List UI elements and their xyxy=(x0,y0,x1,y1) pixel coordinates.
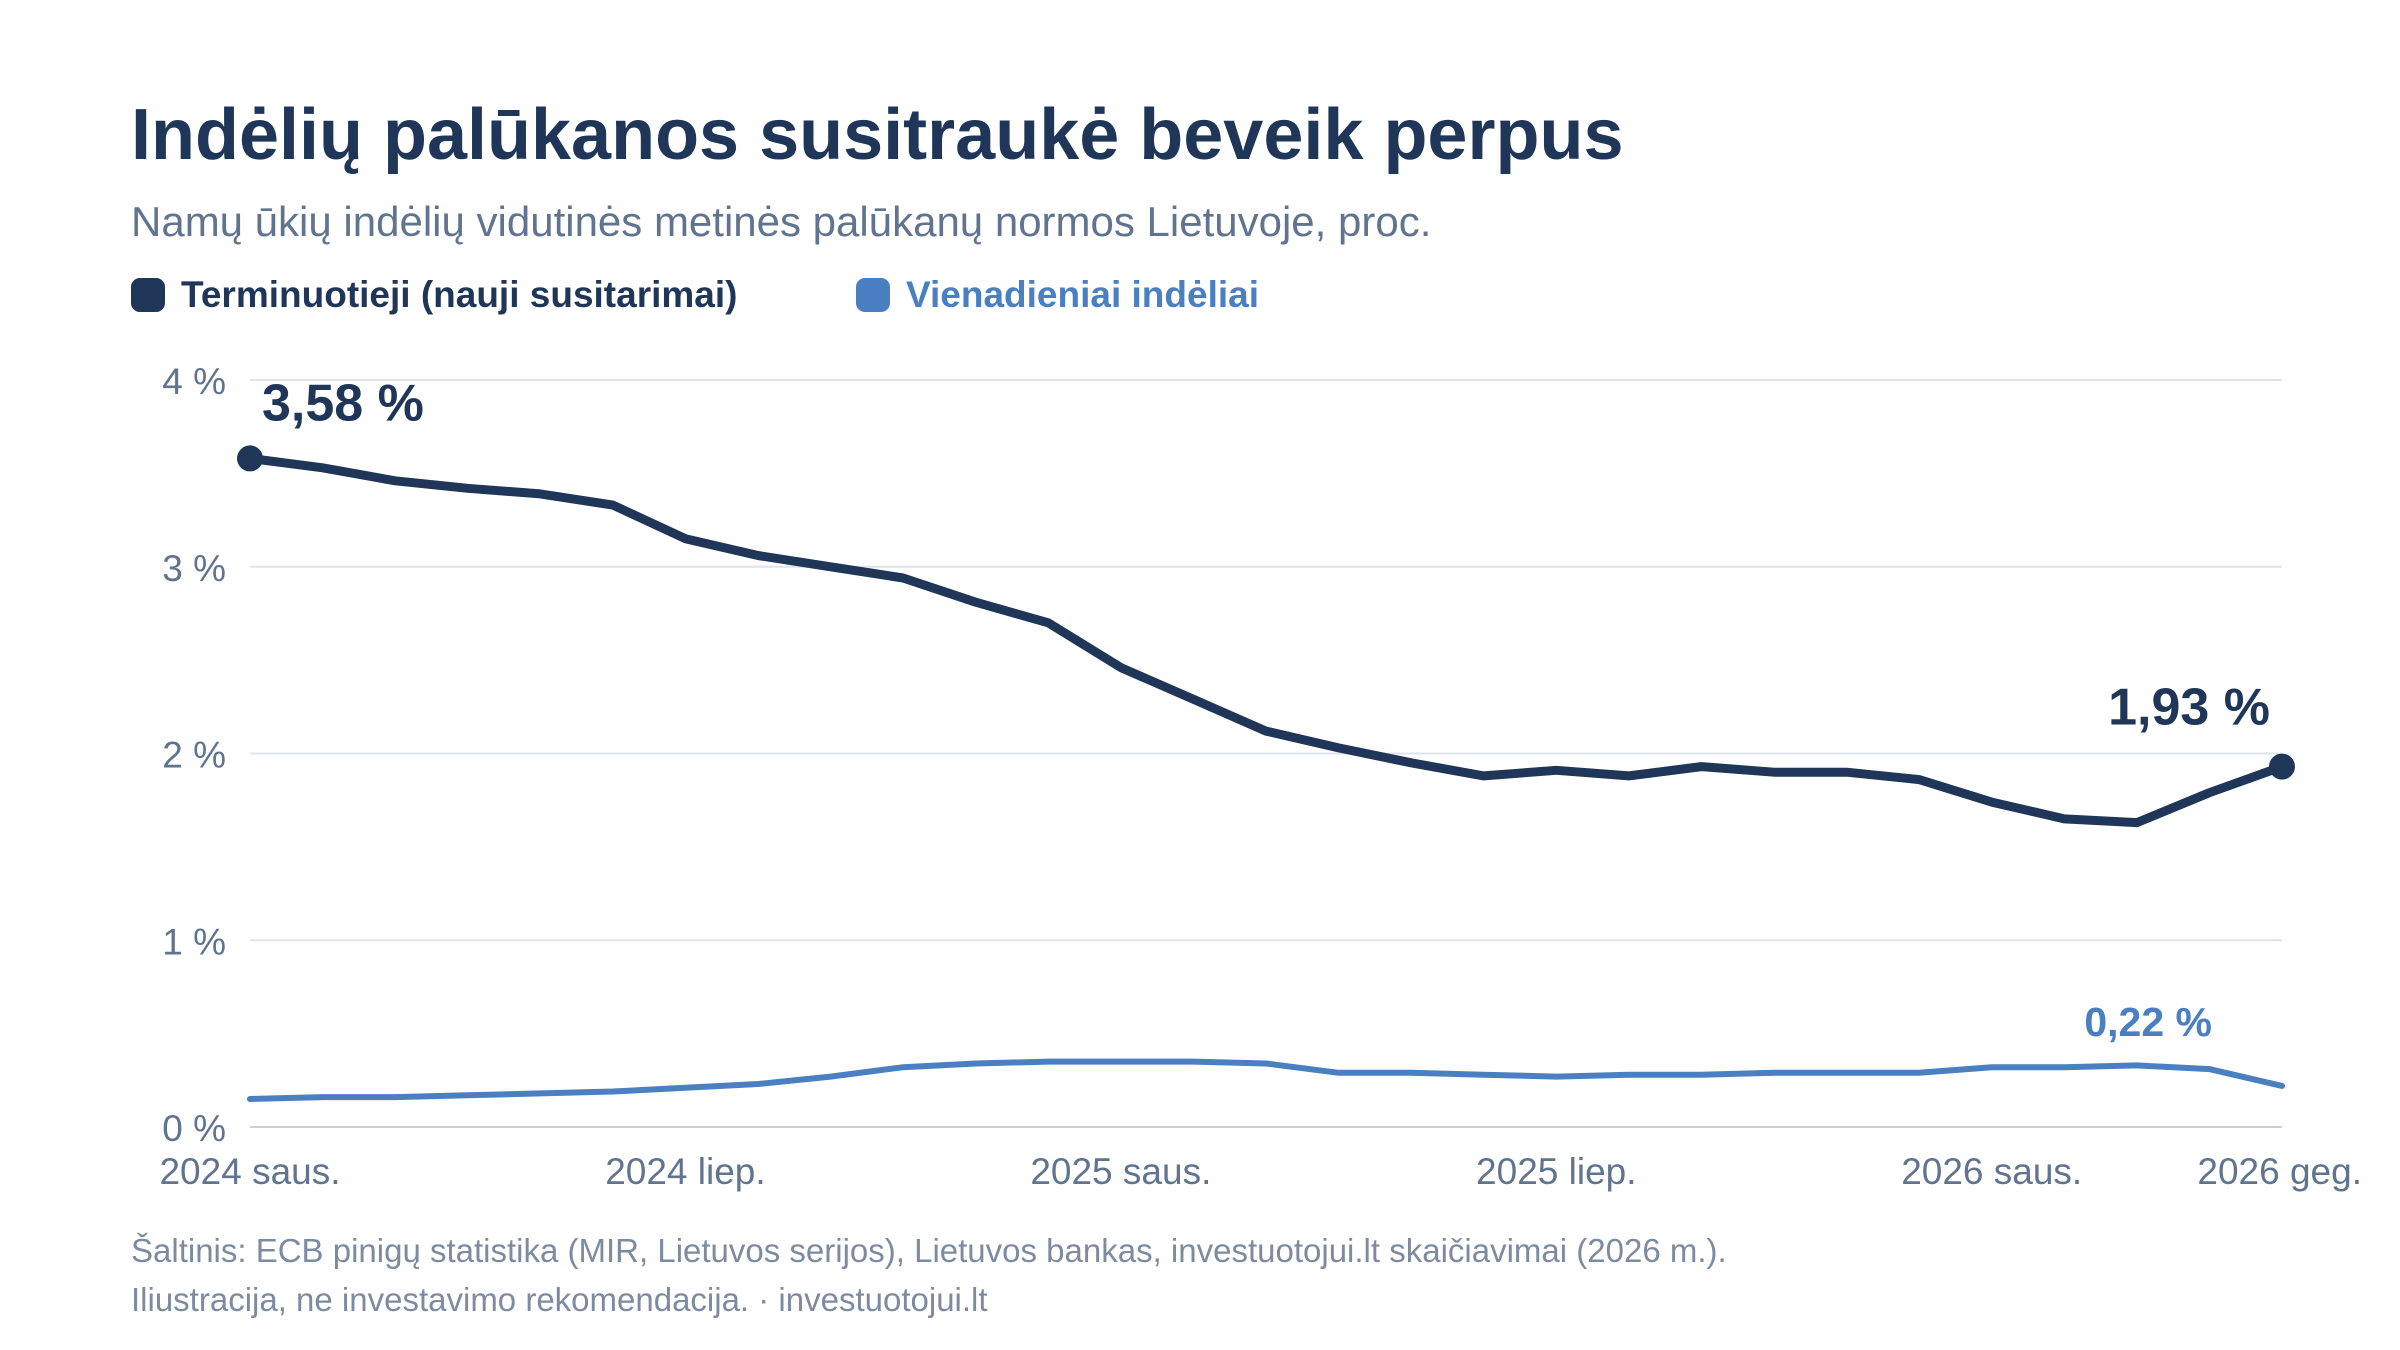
chart-subtitle: Namų ūkių indėlių vidutinės metinės palū… xyxy=(131,198,1432,245)
y-axis-ticks: 0 % 1 % 2 % 3 % 4 % xyxy=(162,361,226,1149)
y-tick-label-3: 3 % xyxy=(162,548,226,589)
x-axis-ticks: 2024 saus. 2024 liep. 2025 saus. 2025 liep.… xyxy=(159,1151,2362,1192)
x-tick-label-24: 2026 saus. xyxy=(1901,1151,2082,1192)
y-tick-label-1: 1 % xyxy=(162,921,226,962)
y-tick-label-0: 0 % xyxy=(162,1108,226,1149)
grid-lines xyxy=(250,379,2282,1128)
series-lines xyxy=(237,445,2295,1102)
data-label-start-0: 3,58 % xyxy=(262,374,424,432)
series-start-point-0 xyxy=(237,445,263,472)
y-tick-label-2: 2 % xyxy=(162,735,226,776)
x-tick-label-12: 2025 saus. xyxy=(1030,1151,1211,1192)
x-tick-label-18: 2025 liep. xyxy=(1476,1151,1636,1192)
x-tick-label-28: 2026 geg. xyxy=(2197,1151,2362,1192)
series-line-1 xyxy=(247,1058,2285,1102)
footer-note: Iliustracija, ne investavimo rekomendaci… xyxy=(131,1281,988,1318)
data-label-end-0: 1,93 % xyxy=(2108,679,2270,737)
legend-swatch-terminuotieji xyxy=(131,278,165,312)
legend-swatch-vienadieniai xyxy=(856,278,890,312)
legend-item-vienadieniai: Vienadieniai indėliai xyxy=(856,274,1259,316)
legend-label-vienadieniai: Vienadieniai indėliai xyxy=(906,274,1259,315)
series-line-0 xyxy=(245,453,2287,828)
y-tick-label-4: 4 % xyxy=(162,361,226,402)
x-tick-label-0: 2024 saus. xyxy=(159,1151,340,1192)
footer-source: Šaltinis: ECB pinigų statistika (MIR, Li… xyxy=(131,1232,1727,1269)
data-label-end-1: 0,22 % xyxy=(2084,999,2212,1045)
legend-item-terminuotieji: Terminuotieji (nauji susitarimai) xyxy=(131,274,737,316)
data-labels: 3,58 % 1,93 % 0,22 % xyxy=(262,374,2270,1044)
chart-title: Indėlių palūkanos susitraukė beveik perp… xyxy=(131,95,1624,175)
series-end-point-0 xyxy=(2269,753,2295,780)
legend-label-terminuotieji: Terminuotieji (nauji susitarimai) xyxy=(181,274,738,315)
x-tick-label-6: 2024 liep. xyxy=(605,1151,765,1192)
